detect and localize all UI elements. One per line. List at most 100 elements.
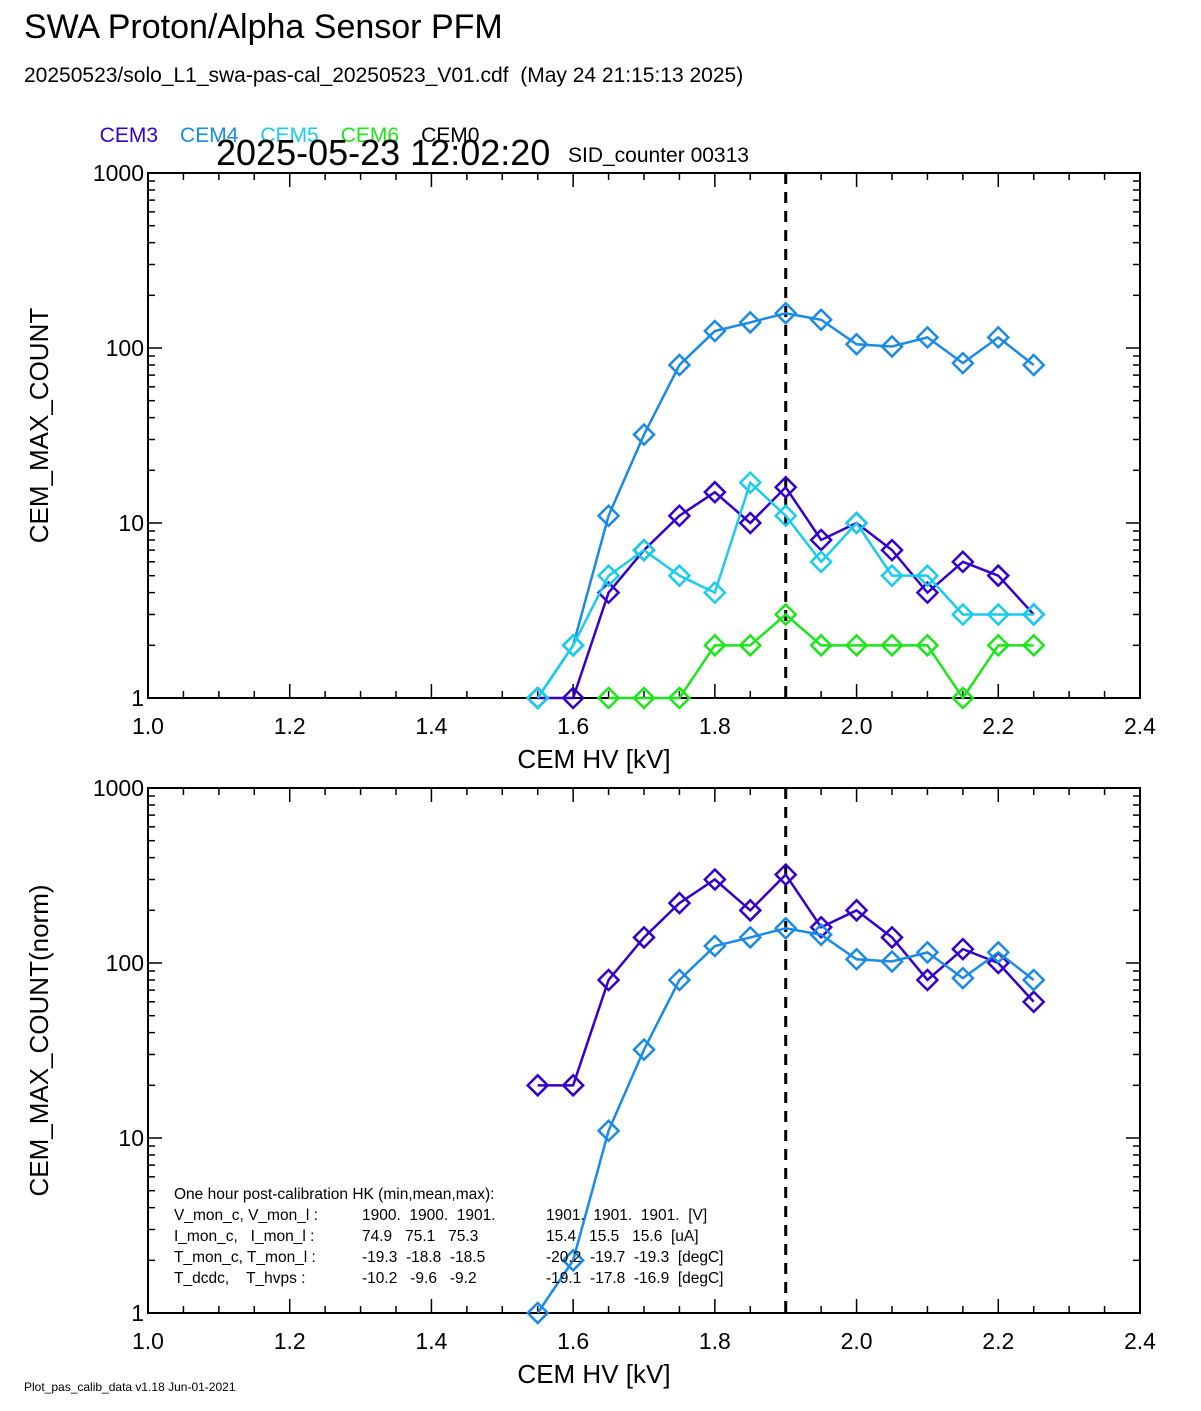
data-point-cem3 xyxy=(951,550,975,574)
y-tick-label: 10 xyxy=(118,1125,144,1151)
data-point-cem3 xyxy=(596,968,621,992)
data-point-cem4 xyxy=(986,940,1011,965)
hk-values-l: 15.4 15.5 15.6 [uA] xyxy=(546,1228,699,1245)
data-point-cem4 xyxy=(915,325,940,350)
legend-cem4: CEM4 xyxy=(180,124,239,147)
data-point-cem3 xyxy=(1021,990,1046,1014)
legend-cem3: CEM3 xyxy=(99,124,159,147)
data-point-cem4 xyxy=(703,319,727,343)
data-point-cem4 xyxy=(915,940,940,965)
data-point-cem4 xyxy=(703,934,727,958)
data-point-cem3 xyxy=(773,862,798,887)
chart-title: SWA Proton/Alpha Sensor PFM xyxy=(24,8,503,46)
data-point-cem5 xyxy=(667,563,692,588)
y-tick-label: 1000 xyxy=(93,160,144,186)
data-point-cem4 xyxy=(773,301,798,326)
hk-label: I_mon_c, I_mon_l : xyxy=(174,1228,314,1245)
y-tick-label: 10 xyxy=(118,510,144,536)
data-point-cem6 xyxy=(951,686,975,710)
x-tick-label: 1.2 xyxy=(274,713,306,739)
hk-values-c: 1900. 1900. 1901. xyxy=(362,1207,496,1224)
data-point-cem3 xyxy=(915,968,940,992)
hk-values-l: -19.1 -17.8 -16.9 [degC] xyxy=(546,1270,724,1287)
hk-values-c: 74.9 75.1 75.3 xyxy=(362,1228,478,1245)
data-point-cem3 xyxy=(667,503,692,528)
data-point-cem4 xyxy=(596,1118,621,1143)
data-point-cem4 xyxy=(773,916,798,941)
data-point-cem4 xyxy=(667,968,692,992)
data-point-cem4 xyxy=(880,949,904,974)
data-point-cem5 xyxy=(880,563,904,588)
y-axis-title: CEM_MAX_COUNT(norm) xyxy=(24,884,54,1196)
data-point-cem3 xyxy=(880,925,904,950)
data-point-cem4 xyxy=(632,1037,656,1062)
data-point-cem5 xyxy=(596,563,621,588)
data-point-cem4 xyxy=(809,922,833,947)
data-point-cem4 xyxy=(844,947,869,972)
hk-values-c: -19.3 -18.8 -18.5 xyxy=(362,1249,485,1266)
data-point-cem3 xyxy=(632,925,656,950)
x-tick-label: 2.0 xyxy=(841,713,873,739)
data-point-cem3 xyxy=(738,898,763,923)
data-point-cem3 xyxy=(525,1073,550,1098)
data-point-cem5 xyxy=(773,503,798,528)
hk-heading: One hour post-calibration HK (min,mean,m… xyxy=(174,1186,494,1203)
data-point-cem5 xyxy=(809,550,833,574)
data-point-cem4 xyxy=(880,334,904,359)
data-point-cem4 xyxy=(1021,968,1046,992)
hk-values-c: -10.2 -9.6 -9.2 xyxy=(362,1270,477,1287)
x-tick-label: 2.4 xyxy=(1124,1328,1156,1354)
data-point-cem6 xyxy=(773,602,798,627)
hk-label: V_mon_c, V_mon_l : xyxy=(174,1207,318,1224)
data-point-cem3 xyxy=(880,538,904,562)
hk-label: T_mon_c, T_mon_l : xyxy=(174,1249,316,1266)
hk-values-l: 1901. 1901. 1901. [V] xyxy=(546,1207,707,1224)
x-tick-label: 1.6 xyxy=(557,1328,589,1354)
data-point-cem3 xyxy=(986,563,1011,588)
data-point-cem5 xyxy=(986,602,1011,627)
hk-label: T_dcdc, T_hvps : xyxy=(174,1270,306,1287)
x-tick-label: 1.0 xyxy=(132,713,164,739)
data-point-cem5 xyxy=(915,563,940,588)
data-point-cem4 xyxy=(667,353,692,377)
data-point-cem4 xyxy=(1021,353,1046,377)
data-point-cem4 xyxy=(986,325,1011,350)
y-axis-title: CEM_MAX_COUNT xyxy=(24,308,54,544)
data-point-cem5 xyxy=(844,511,869,535)
data-point-cem3 xyxy=(915,580,940,605)
data-point-cem3 xyxy=(703,867,727,892)
data-point-cem5 xyxy=(703,580,727,605)
hk-values-l: -20.2 -19.7 -19.3 [degC] xyxy=(546,1249,724,1266)
data-point-cem3 xyxy=(773,475,798,500)
data-point-cem6 xyxy=(703,633,727,658)
sid-counter: SID_counter 00313 xyxy=(568,144,749,167)
data-point-cem5 xyxy=(1021,602,1046,627)
legend-cem0: CEM0 xyxy=(421,124,480,147)
series-line-cem3 xyxy=(537,485,1035,700)
x-tick-label: 2.4 xyxy=(1124,713,1156,739)
data-point-cem6 xyxy=(986,633,1011,658)
data-point-cem3 xyxy=(844,898,869,923)
data-point-cem6 xyxy=(738,633,763,658)
series-line-cem5 xyxy=(536,480,1034,699)
data-point-cem5 xyxy=(561,633,585,658)
x-tick-label: 2.2 xyxy=(982,713,1014,739)
x-axis-title: CEM HV [kV] xyxy=(517,1359,670,1389)
footer-version: Plot_pas_calib_data v1.18 Jun-01-2021 xyxy=(24,1380,236,1394)
y-tick-label: 1000 xyxy=(93,775,144,801)
series-line-cem3 xyxy=(537,872,1035,1087)
data-point-cem3 xyxy=(561,1073,585,1098)
series-line-cem6 xyxy=(608,612,1034,701)
file-subtitle: 20250523/solo_L1_swa-pas-cal_20250523_V0… xyxy=(24,64,744,87)
y-tick-label: 100 xyxy=(106,335,144,361)
data-point-cem4 xyxy=(809,307,833,332)
data-point-cem6 xyxy=(632,686,656,710)
x-tick-label: 1.8 xyxy=(699,1328,731,1354)
series-line-cem4 xyxy=(536,926,1035,1314)
data-point-cem3 xyxy=(809,528,833,552)
data-point-cem6 xyxy=(880,633,904,658)
data-point-cem3 xyxy=(703,480,727,504)
data-point-cem3 xyxy=(561,686,585,710)
x-tick-label: 2.0 xyxy=(841,1328,873,1354)
data-point-cem4 xyxy=(632,422,656,447)
